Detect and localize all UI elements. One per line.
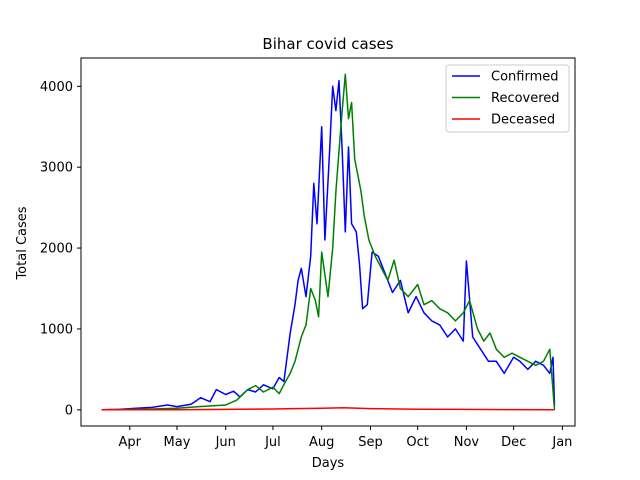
x-tick-label: Apr — [119, 435, 142, 450]
x-tick-label: Sep — [358, 435, 383, 450]
y-axis: 0 1000 2000 3000 4000 — [40, 80, 81, 418]
legend-label-confirmed: Confirmed — [491, 70, 559, 85]
x-tick-label: Jun — [215, 435, 236, 450]
plot-area: Apr May Jun Jul Aug Sep Oct Nov Dec Jan 0 1000 2000… — [40, 57, 576, 450]
chart-title: Bihar covid cases — [262, 35, 393, 53]
y-tick-label: 4000 — [40, 80, 73, 95]
legend-label-recovered: Recovered — [491, 91, 560, 106]
y-tick-label: 3000 — [40, 161, 73, 176]
legend-box — [445, 64, 570, 133]
x-tick-label: Jan — [551, 435, 572, 450]
x-tick-label: Dec — [501, 435, 526, 450]
y-tick-label: 2000 — [40, 242, 73, 257]
series-line-recovered — [101, 73, 556, 411]
x-tick-label: May — [164, 435, 191, 450]
x-axis-label: Days — [312, 456, 345, 471]
series-line-confirmed — [101, 79, 556, 411]
x-tick-label: Aug — [309, 435, 334, 450]
x-tick-label: Oct — [406, 435, 428, 450]
series-line-deceased — [101, 407, 555, 411]
legend-label-deceased: Deceased — [491, 113, 555, 128]
series-layer — [101, 73, 556, 411]
y-axis-label: Total Cases — [15, 206, 30, 280]
plot-frame — [80, 57, 576, 427]
x-tick-label: Jul — [264, 435, 281, 450]
y-tick-label: 0 — [65, 403, 73, 418]
y-tick-label: 1000 — [40, 322, 73, 337]
legend: Confirmed Recovered Deceased — [445, 64, 570, 133]
x-axis: Apr May Jun Jul Aug Sep Oct Nov Dec Jan — [119, 426, 572, 450]
x-tick-label: Nov — [454, 435, 480, 450]
